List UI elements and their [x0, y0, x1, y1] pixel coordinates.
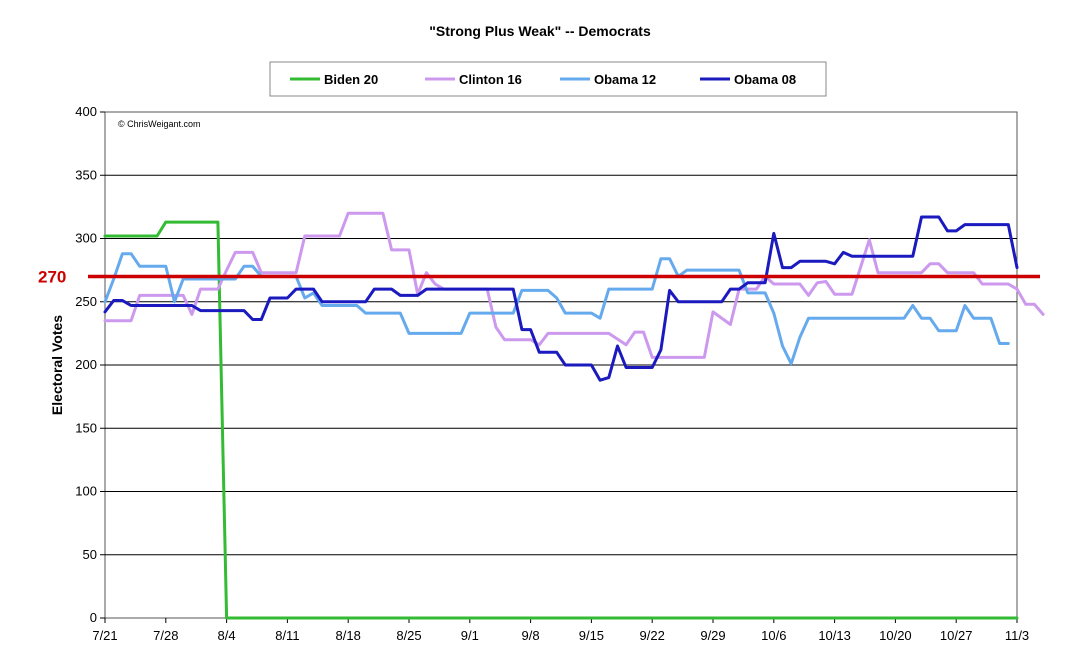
x-tick-label: 8/25	[396, 628, 421, 643]
x-tick-label: 7/28	[153, 628, 178, 643]
series-layer	[103, 211, 1045, 620]
y-tick-label: 300	[75, 231, 97, 246]
y-tick-label: 250	[75, 294, 97, 309]
x-axis-ticks: 7/21 7/28 8/4 8/11 8/18 8/25 9/1 9/8 9/15 9/22 9/2…	[92, 618, 1029, 643]
y-axis-ticks: 0 50 100 150 200 250 300 350 400	[75, 104, 105, 625]
x-tick-label: 10/6	[761, 628, 786, 643]
series-line-biden-20	[103, 220, 1019, 620]
y-tick-label: 200	[75, 357, 97, 372]
legend-label-biden-20: Biden 20	[324, 72, 378, 87]
y-axis-label: Electoral Votes	[49, 315, 65, 415]
x-tick-label: 9/1	[461, 628, 479, 643]
x-tick-label: 8/18	[336, 628, 361, 643]
series-line-obama-12	[103, 252, 1010, 366]
x-tick-label: 10/27	[940, 628, 973, 643]
x-tick-label: 8/11	[275, 628, 299, 643]
legend-label-clinton-16: Clinton 16	[459, 72, 522, 87]
x-tick-label: 8/4	[218, 628, 236, 643]
x-tick-label: 9/8	[522, 628, 540, 643]
x-tick-label: 9/29	[700, 628, 725, 643]
copyright-note: © ChrisWeigant.com	[118, 119, 201, 129]
x-tick-label: 9/22	[640, 628, 665, 643]
gridlines	[105, 174, 1017, 556]
chart-title: "Strong Plus Weak" -- Democrats	[429, 23, 651, 39]
y-tick-label: 150	[75, 420, 97, 435]
legend-frame	[269, 61, 827, 97]
x-tick-label: 7/21	[92, 628, 117, 643]
reference-line-label: 270	[38, 267, 66, 286]
legend-label-obama-08: Obama 08	[734, 72, 796, 87]
x-tick-label: 10/13	[818, 628, 851, 643]
y-tick-label: 350	[75, 167, 97, 182]
y-tick-label: 50	[83, 547, 97, 562]
legend-label-obama-12: Obama 12	[594, 72, 656, 87]
legend: Biden 20 Clinton 16 Obama 12 Obama 08	[269, 61, 827, 97]
x-tick-label: 10/20	[879, 628, 912, 643]
x-tick-label: 11/3	[1005, 628, 1029, 643]
x-tick-label: 9/15	[579, 628, 604, 643]
series-line-clinton-16	[103, 211, 1045, 359]
y-tick-label: 0	[90, 610, 97, 625]
series-line-obama-08	[103, 215, 1019, 382]
y-tick-label: 400	[75, 104, 97, 119]
y-tick-label: 100	[75, 484, 97, 499]
